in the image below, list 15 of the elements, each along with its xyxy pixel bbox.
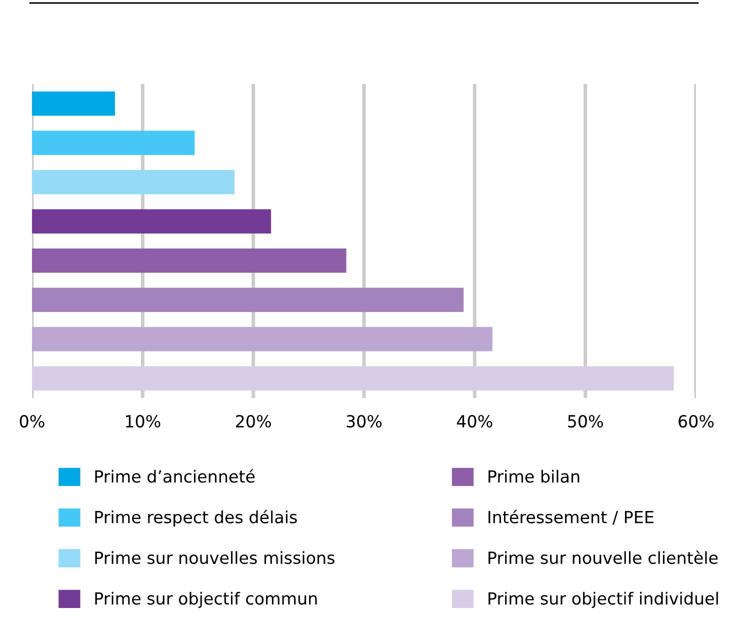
legend-label: Prime sur objectif commun (95, 592, 317, 608)
legend-label: Intéressement / PEE (488, 510, 654, 525)
x-tick-label: 0% (20, 414, 44, 428)
legend-label: Prime sur nouvelles missions (95, 551, 334, 564)
x-tick-label: 10% (126, 414, 160, 428)
x-tick-label: 20% (236, 414, 271, 428)
x-tick-label: 40% (456, 414, 492, 428)
legend-label: Prime respect des délais (95, 510, 297, 527)
legend-label: Prime sur nouvelle clientèle (488, 550, 718, 564)
legend-label: Prime bilan (488, 470, 580, 483)
x-tick-label: 60% (678, 414, 714, 428)
legend-label: Prime d’ancienneté (95, 469, 255, 483)
x-tick-label: 50% (568, 414, 603, 428)
legend-label: Prime sur objectif individuel (488, 592, 718, 608)
x-tick-label: 30% (346, 414, 382, 428)
